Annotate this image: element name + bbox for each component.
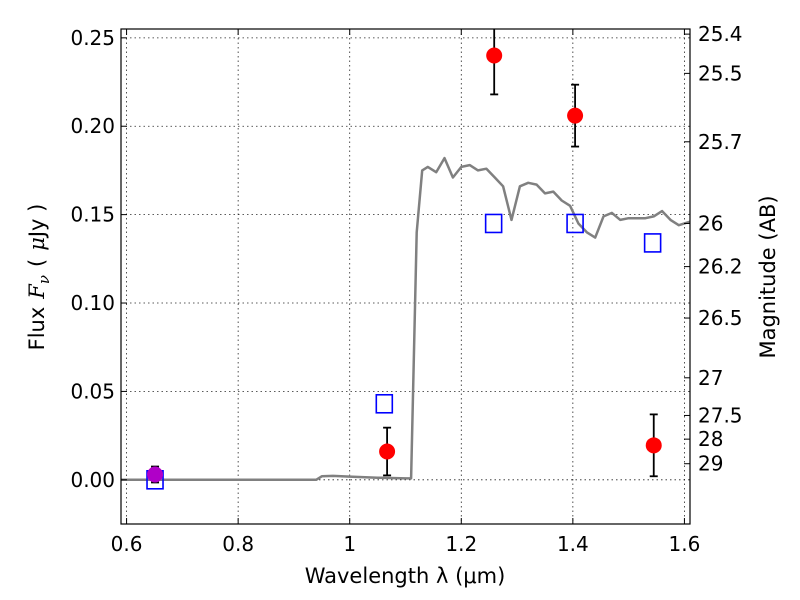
- observed-flux-point: [645, 437, 662, 454]
- y2-tick-label: 27.5: [698, 403, 743, 427]
- y2-tick-label: 26: [698, 211, 723, 235]
- observed-flux-point: [567, 107, 584, 124]
- x-tick-label: 1.6: [669, 532, 701, 556]
- y2-tick-label: 28: [698, 427, 723, 451]
- x-tick-label: 1: [343, 532, 356, 556]
- series-layer: [121, 29, 690, 490]
- x-tick-label: 0.6: [111, 532, 143, 556]
- model-photometry-square: [484, 213, 503, 234]
- x-axis-label: Wavelength λ (μm): [305, 564, 506, 588]
- y-tick-label: 0.00: [70, 468, 115, 492]
- model-photometry-square: [643, 233, 662, 253]
- observed-flux-point: [486, 47, 503, 64]
- y-tick-label: 0.25: [70, 26, 115, 50]
- y-axis-label: FluxFν(μJy ): [25, 204, 53, 351]
- y2-tick-label: 27: [698, 366, 723, 390]
- y2-tick-label: 25.7: [698, 130, 743, 154]
- observed-flux-point: [147, 466, 164, 483]
- y2-tick-label: 26.5: [698, 306, 743, 330]
- grid: [121, 29, 690, 524]
- model-spectrum-line: [121, 156, 690, 482]
- plot-frame: [120, 28, 691, 525]
- y-tick-label: 0.15: [70, 203, 115, 227]
- model-photometry-square: [566, 213, 584, 234]
- y2-tick-label: 29: [698, 452, 723, 476]
- y2-axis-label: Magnitude (AB): [756, 195, 780, 358]
- ticks: 0.6 0.8 1 1.2 1.4 1.6 0.00 0.05 0.10 0.15 0.20 0.25…: [70, 22, 742, 556]
- x-tick-label: 1.4: [557, 532, 589, 556]
- model-photometry-square: [375, 393, 394, 414]
- y2-tick-label: 25.4: [698, 22, 743, 46]
- observed-flux-point: [379, 443, 396, 460]
- y2-tick-label: 26.2: [698, 255, 743, 279]
- y-tick-label: 0.10: [70, 291, 115, 315]
- y-tick-label: 0.05: [70, 379, 115, 403]
- x-tick-label: 1.2: [445, 532, 477, 556]
- y2-tick-label: 25.5: [698, 61, 743, 85]
- x-tick-label: 0.8: [222, 532, 254, 556]
- y-tick-label: 0.20: [70, 114, 115, 138]
